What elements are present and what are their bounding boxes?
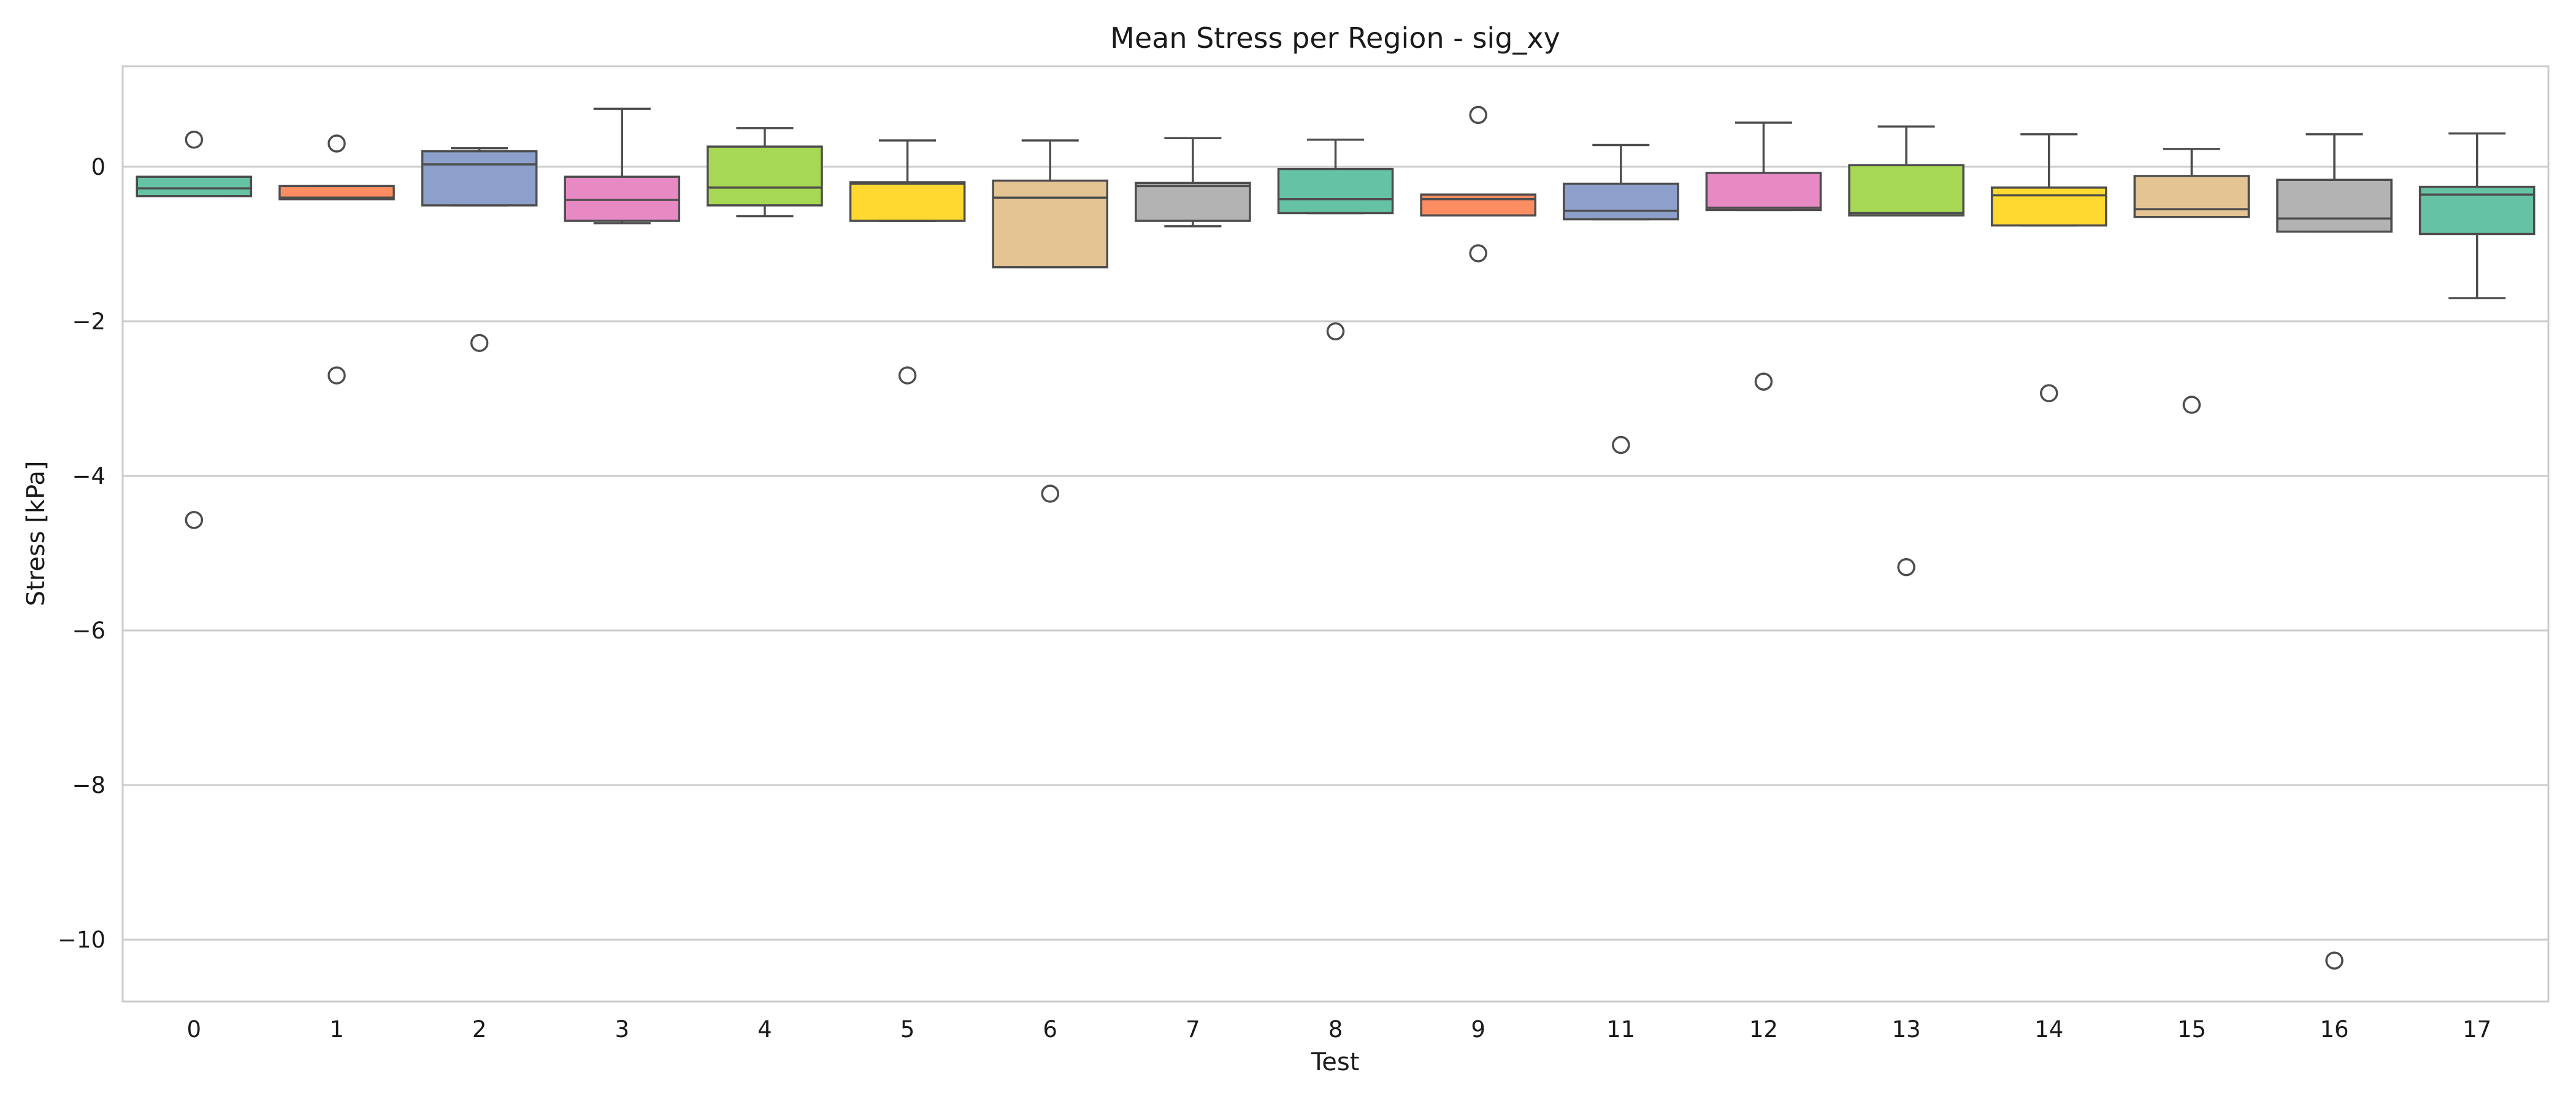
outlier-point bbox=[2039, 384, 2058, 402]
box-iqr bbox=[1277, 167, 1394, 215]
box-iqr bbox=[564, 175, 681, 222]
y-tick-label: −2 bbox=[72, 308, 105, 335]
y-tick-label: −10 bbox=[58, 927, 105, 953]
box-group-test-6 bbox=[992, 139, 1109, 503]
chart-title: Mean Stress per Region - sig_xy bbox=[1110, 21, 1560, 55]
x-tick-label: 1 bbox=[329, 1016, 344, 1043]
box-iqr bbox=[1420, 193, 1536, 216]
boxes bbox=[136, 105, 2536, 970]
x-tick-label: 17 bbox=[2463, 1016, 2491, 1043]
box-group-test-12 bbox=[1705, 121, 1822, 391]
box-iqr bbox=[2133, 175, 2250, 218]
y-tick-label: −6 bbox=[72, 618, 105, 644]
box-group-test-16 bbox=[2276, 133, 2393, 970]
plot-frame bbox=[121, 65, 2550, 1003]
box-group-test-0 bbox=[136, 130, 253, 529]
outlier-point bbox=[1041, 485, 1059, 503]
x-tick-label: 2 bbox=[472, 1016, 487, 1043]
outlier-point bbox=[1612, 435, 1630, 454]
x-tick-label: 7 bbox=[1186, 1016, 1200, 1043]
box-iqr bbox=[707, 145, 823, 207]
outlier-point bbox=[185, 130, 204, 149]
box-iqr bbox=[1848, 164, 1965, 216]
y-axis-label: Stress [kPa] bbox=[22, 461, 50, 607]
box-group-test-1 bbox=[278, 134, 395, 385]
box-group-test-7 bbox=[1135, 137, 1251, 228]
outlier-point bbox=[470, 334, 489, 352]
box-iqr bbox=[1705, 172, 1822, 212]
box-group-test-2 bbox=[421, 147, 538, 352]
box-group-test-8 bbox=[1277, 138, 1394, 341]
x-tick-label: 4 bbox=[757, 1016, 772, 1043]
outlier-point bbox=[1897, 557, 1915, 576]
box-group-test-9 bbox=[1420, 105, 1536, 262]
outlier-point bbox=[185, 511, 204, 529]
x-tick-label: 0 bbox=[187, 1016, 202, 1043]
outlier-point bbox=[1469, 244, 1487, 262]
box-iqr bbox=[136, 175, 253, 197]
y-tick-labels: 0 −2 −4 −6 −8 −10 bbox=[58, 154, 105, 953]
x-tick-label: 5 bbox=[900, 1016, 915, 1043]
box-group-test-13 bbox=[1848, 125, 1965, 576]
box-iqr bbox=[421, 150, 538, 207]
box-iqr bbox=[2276, 178, 2393, 233]
outlier-point bbox=[2182, 396, 2201, 414]
x-axis-label: Test bbox=[1311, 1048, 1360, 1076]
outlier-point bbox=[1754, 372, 1773, 391]
x-tick-label: 11 bbox=[1606, 1016, 1635, 1043]
box-iqr bbox=[1562, 182, 1679, 221]
outlier-point bbox=[328, 134, 346, 153]
x-tick-label: 16 bbox=[2320, 1016, 2348, 1043]
x-tick-labels: 0 1 2 3 4 5 6 7 8 9 11 12 13 14 15 16 17 bbox=[187, 1016, 2492, 1043]
box-iqr bbox=[278, 185, 395, 201]
x-tick-label: 15 bbox=[2177, 1016, 2206, 1043]
box-iqr bbox=[1990, 186, 2107, 227]
box-group-test-11 bbox=[1562, 144, 1679, 454]
box-group-test-3 bbox=[564, 107, 681, 224]
box-group-test-14 bbox=[1990, 133, 2107, 402]
box-iqr bbox=[992, 179, 1109, 269]
box-iqr bbox=[849, 181, 966, 222]
box-iqr bbox=[1135, 182, 1251, 222]
x-tick-label: 6 bbox=[1043, 1016, 1057, 1043]
x-tick-label: 12 bbox=[1749, 1016, 1778, 1043]
x-tick-label: 14 bbox=[2034, 1016, 2063, 1043]
y-tick-label: −8 bbox=[72, 772, 105, 799]
x-tick-label: 9 bbox=[1471, 1016, 1485, 1043]
box-group-test-15 bbox=[2133, 148, 2250, 414]
box-group-test-5 bbox=[849, 139, 966, 385]
outlier-point bbox=[1326, 322, 1345, 341]
x-tick-label: 8 bbox=[1328, 1016, 1343, 1043]
box-group-test-17 bbox=[2418, 132, 2536, 299]
outlier-point bbox=[328, 366, 346, 385]
outlier-point bbox=[2325, 951, 2344, 970]
outlier-point bbox=[1469, 105, 1487, 124]
x-tick-label: 3 bbox=[615, 1016, 629, 1043]
outlier-point bbox=[898, 366, 917, 385]
box-group-test-4 bbox=[707, 127, 823, 218]
x-tick-label: 13 bbox=[1892, 1016, 1921, 1043]
gridlines bbox=[123, 166, 2548, 941]
y-tick-label: 0 bbox=[91, 154, 105, 180]
y-tick-label: −4 bbox=[72, 463, 105, 489]
